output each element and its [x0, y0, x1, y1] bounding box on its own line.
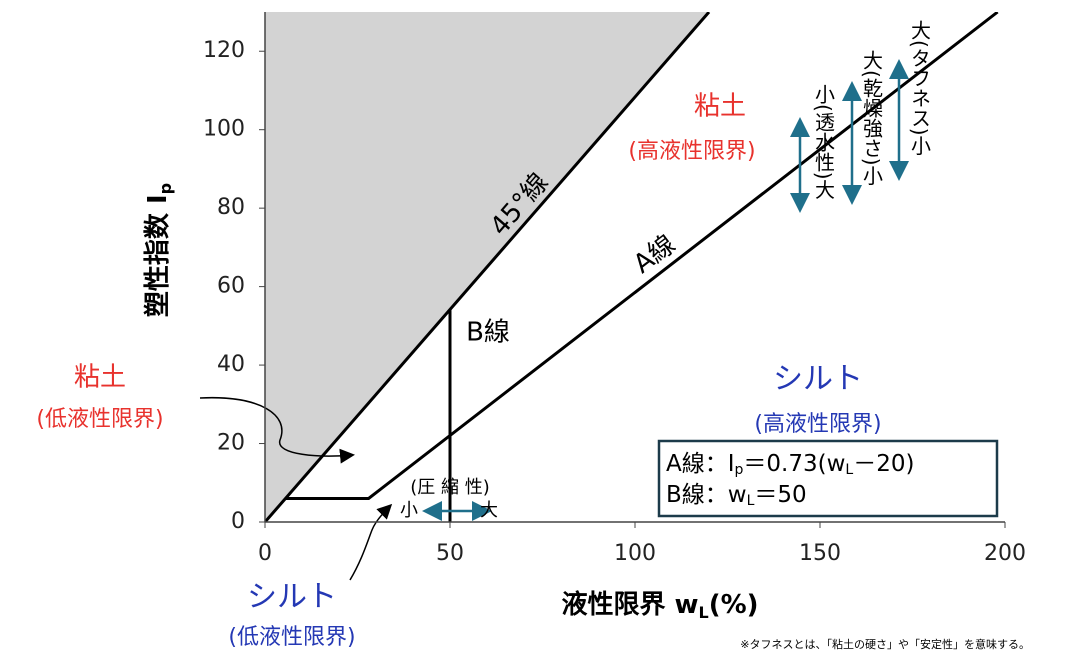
- equation-box: [657, 439, 999, 518]
- clay-low-label: 粘土: [74, 363, 126, 393]
- x-tick-label: 50: [436, 541, 464, 566]
- clay-low-arrow: [199, 396, 355, 464]
- y-tick-label: 120: [203, 38, 245, 63]
- permeability-label: 小(透水性)大: [812, 84, 836, 200]
- x-tick-label: 200: [984, 541, 1026, 566]
- dry-strength-label: 大(乾燥強さ)小: [860, 50, 884, 186]
- y-tick-label: 20: [217, 431, 245, 456]
- x-tick-label: 150: [799, 541, 841, 566]
- clay-high-sub: (高液性限界): [628, 139, 755, 164]
- x-axis-label: 液性限界 wL(%): [561, 590, 758, 622]
- series-label: B線: [466, 318, 510, 348]
- y-tick-label: 0: [231, 509, 245, 534]
- y-tick-label: 60: [217, 274, 245, 299]
- silt-high-label: シルト: [773, 362, 863, 397]
- silt-low-arrow: [349, 503, 393, 581]
- footnote: ※タフネスとは、「粘土の硬さ」や「安定性」を意味する。: [740, 637, 1030, 651]
- x-tick-label: 0: [258, 541, 272, 566]
- toughness-label: 大(タフネス)小: [908, 20, 932, 156]
- clay-high-label: 粘土: [694, 92, 746, 122]
- boundary-line: [285, 12, 999, 500]
- y-axis-label: 塑性指数 Ip: [143, 183, 175, 317]
- equation-a: A線：Ip＝0.73(wL－20): [666, 451, 914, 479]
- boundary-line: [265, 12, 711, 522]
- compressibility-low: 小: [400, 500, 418, 521]
- clay-low-sub: (低液性限界): [36, 407, 163, 432]
- silt-low-sub: (低液性限界): [228, 625, 355, 650]
- y-tick-label: 100: [203, 117, 245, 142]
- silt-low-label: シルト: [247, 580, 337, 615]
- compressibility-label: (圧 縮 性): [410, 477, 490, 498]
- silt-high-sub: (高液性限界): [754, 412, 881, 437]
- equation-b: B線：wL＝50: [666, 482, 807, 510]
- compressibility-high: 大: [480, 500, 498, 521]
- y-tick-label: 40: [217, 352, 245, 377]
- x-tick-label: 100: [614, 541, 656, 566]
- y-tick-label: 80: [217, 195, 245, 220]
- series-label: A線: [628, 229, 681, 279]
